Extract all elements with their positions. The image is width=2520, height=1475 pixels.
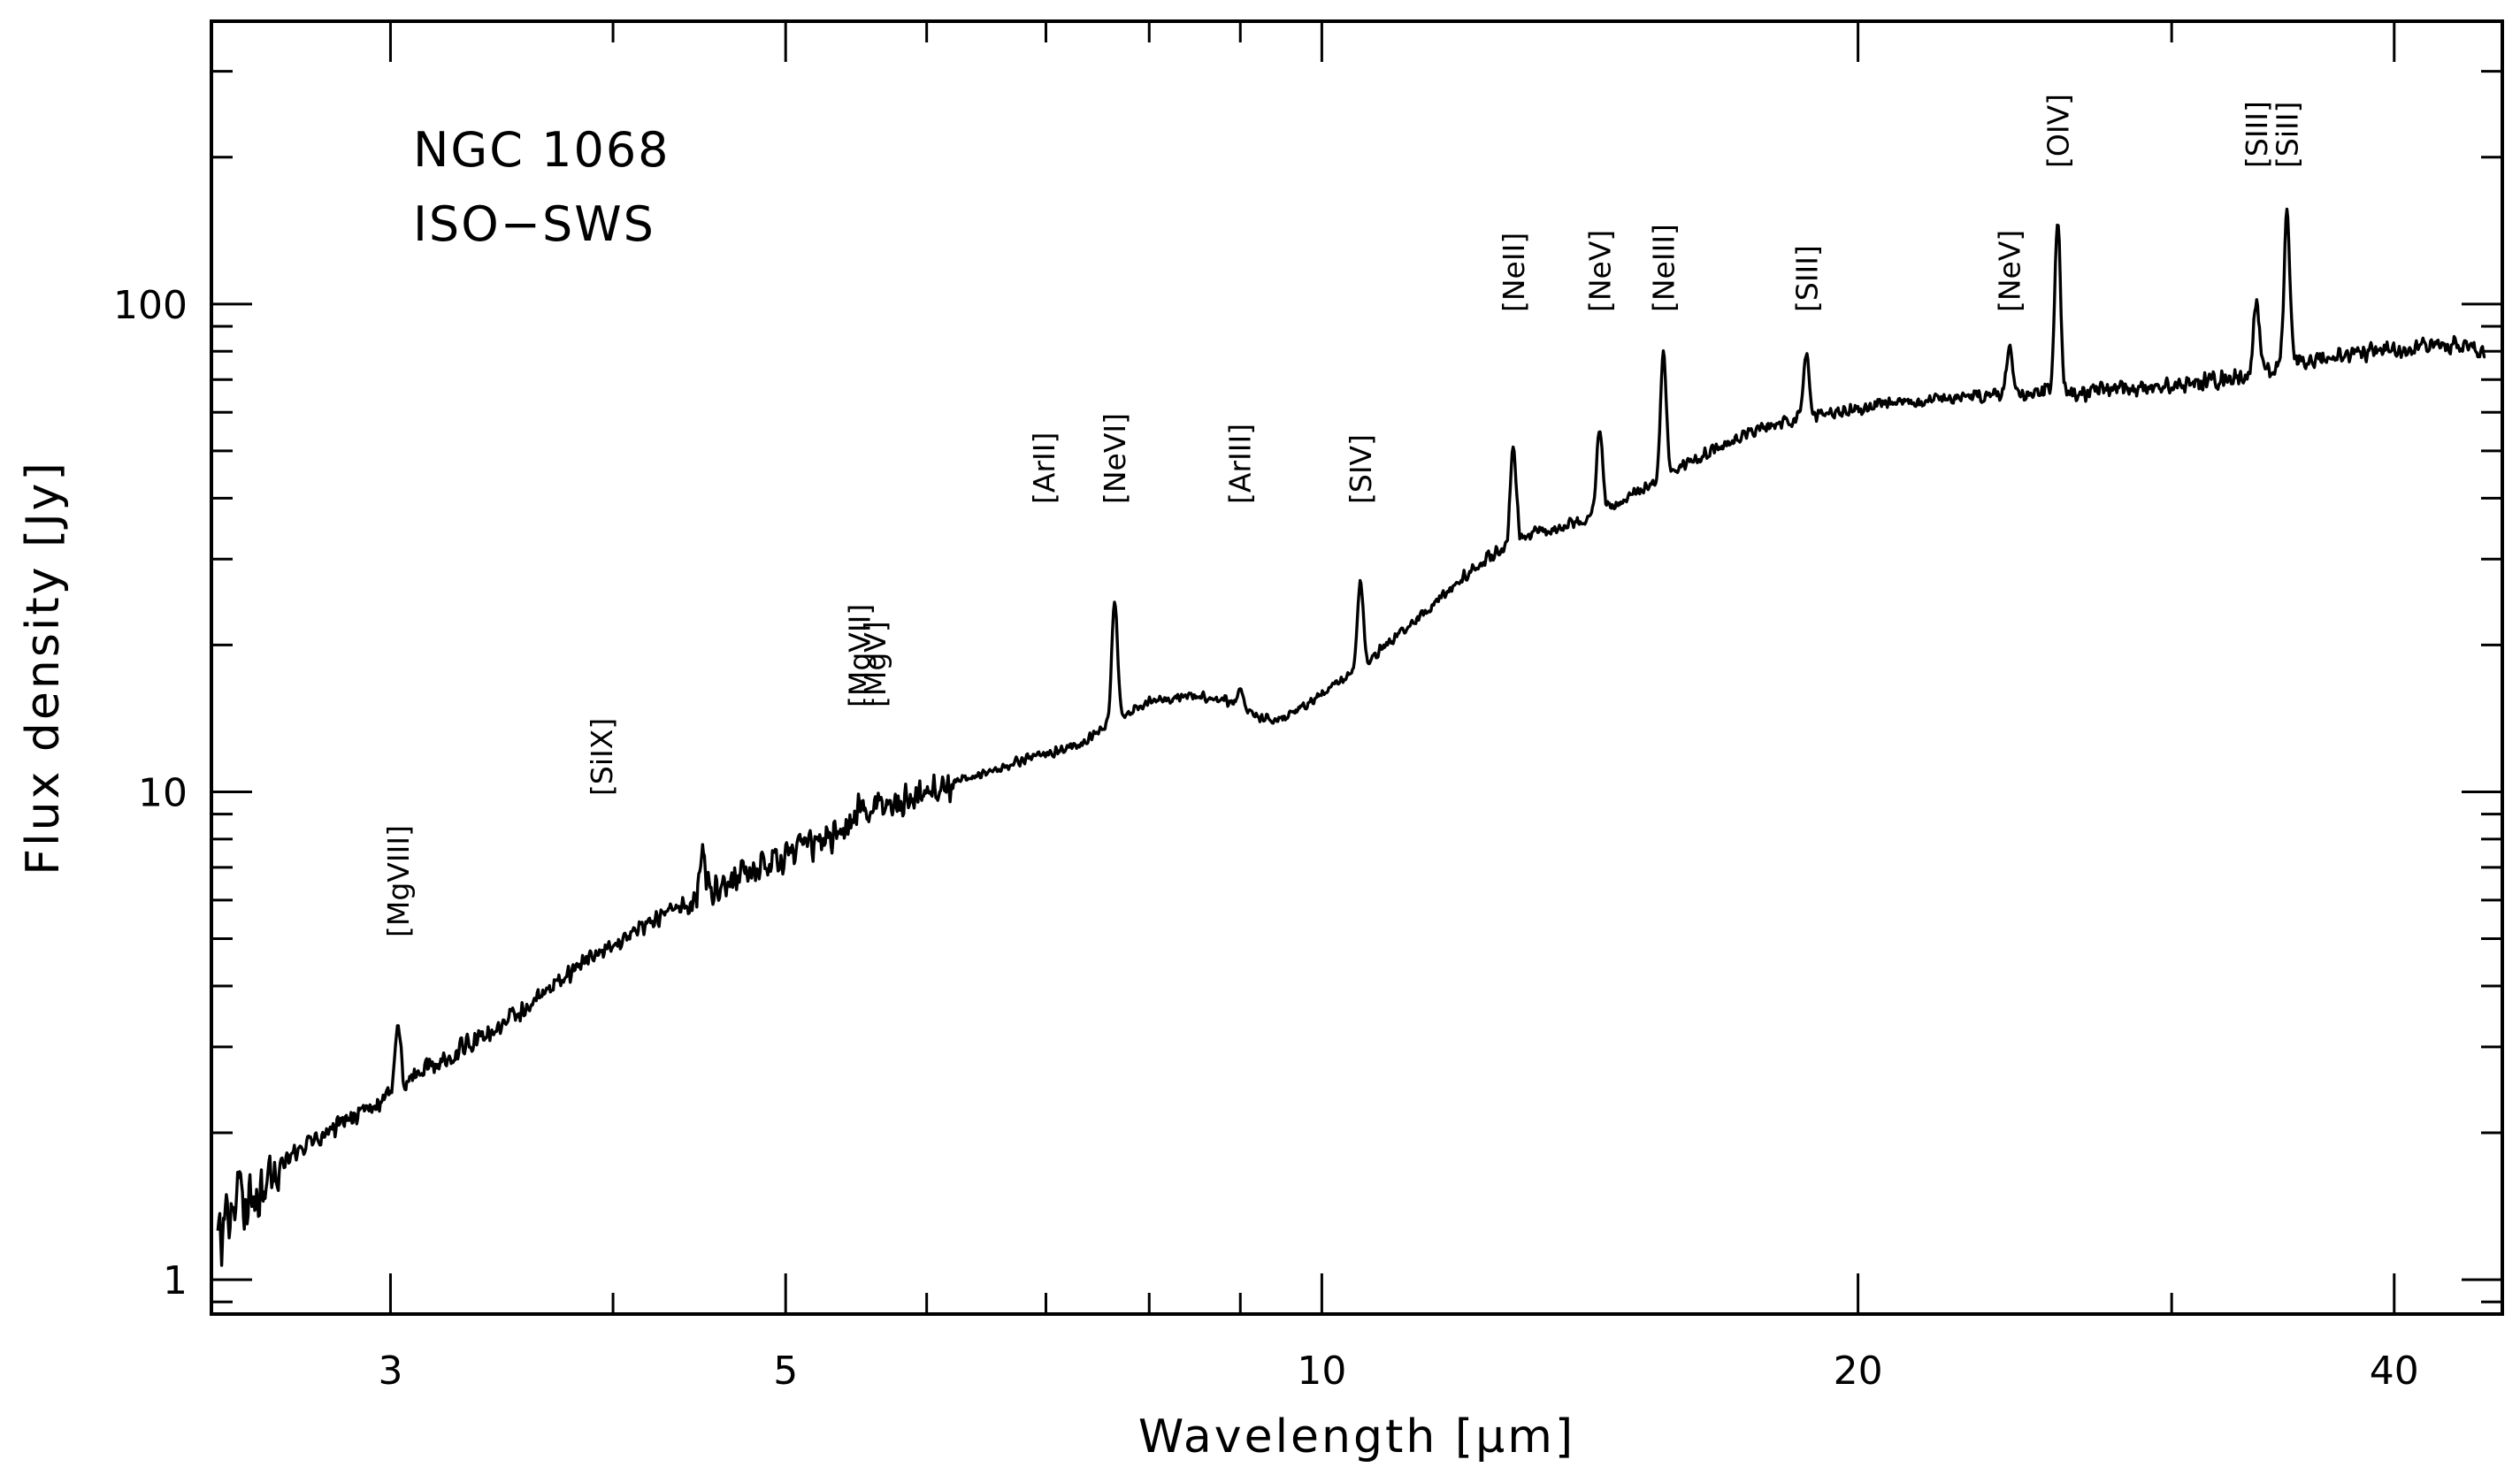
x-tick-label: 20: [1834, 1349, 1883, 1394]
emission-line-labels: [MgVIII] [SiIX] [MgVII][MgV] [ArII] [NeVI] [A…: [381, 94, 2304, 937]
emission-line-label: [SIII]: [2240, 101, 2274, 168]
y-tick-labels: 1 10 100: [113, 283, 188, 1303]
emission-line-label: [NeV]: [1993, 230, 2027, 312]
emission-line-label: [OIV]: [2041, 94, 2075, 168]
x-axis-title: Wavelength [μm]: [1138, 1410, 1575, 1464]
emission-line-label: [SIV]: [1344, 434, 1378, 504]
emission-line-label: [MgV]: [858, 621, 892, 707]
plot-frame: [210, 19, 2504, 1316]
annotation-object: NGC 1068: [413, 122, 670, 178]
x-tick-label: 40: [2370, 1349, 2419, 1394]
x-tick-label: 5: [773, 1349, 798, 1394]
emission-line-label: [MgVIII]: [381, 825, 416, 937]
emission-line-label: [NeV]: [1582, 230, 1617, 312]
emission-line-label: [NeVI]: [1098, 413, 1132, 504]
annotation-instrument: ISO−SWS: [413, 196, 655, 252]
y-tick-label: 1: [163, 1258, 188, 1303]
y-axis-title: Flux density [Jy]: [17, 460, 70, 875]
emission-line-label: [SiIX]: [585, 718, 619, 796]
emission-line-label: [ArIII]: [1222, 424, 1257, 504]
emission-line-label: [ArII]: [1027, 432, 1061, 504]
emission-line-label: [SiII]: [2271, 102, 2305, 168]
emission-line-label: [MgVII]: [843, 604, 877, 707]
x-tick-label: 3: [378, 1349, 402, 1394]
emission-line-label: [NeIII]: [1647, 224, 1681, 312]
y-tick-label: 10: [138, 770, 188, 815]
x-tick-label: 10: [1297, 1349, 1346, 1394]
emission-line-label: [NeII]: [1497, 233, 1531, 312]
x-tick-labels: 3 5 10 20 40: [378, 1349, 2418, 1394]
spectrum-line: [216, 207, 2486, 1267]
axis-ticks: [211, 21, 2502, 1314]
emission-line-label: [SIII]: [1789, 245, 1824, 312]
y-tick-label: 100: [113, 283, 188, 328]
